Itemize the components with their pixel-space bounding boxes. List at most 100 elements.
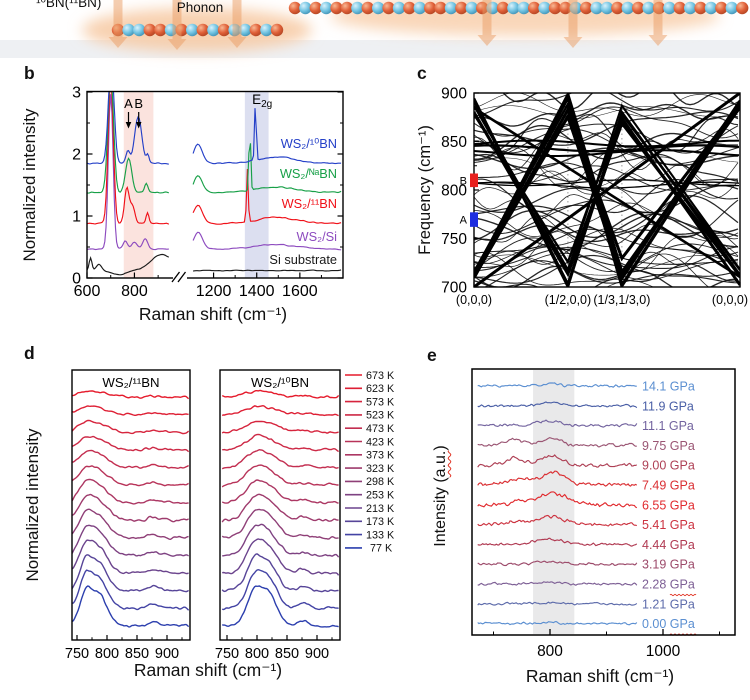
spectrum-curve <box>87 91 169 165</box>
spectrum-curve <box>72 585 190 628</box>
legend-label: 298 K <box>366 476 395 488</box>
spectrum-curve <box>72 405 189 416</box>
spectrum-curve <box>477 581 638 586</box>
phonon-bands <box>474 93 740 287</box>
spectrum-curve <box>477 560 638 567</box>
x-tick-label: 1400 <box>239 283 275 300</box>
panel-b-xlabel: Raman shift (cm⁻¹) <box>138 304 288 324</box>
legend-label: 573 K <box>366 396 395 408</box>
shaded-band <box>244 91 269 278</box>
x-tick-label: 800 <box>245 646 269 662</box>
x-tick-label: 800 <box>537 643 563 660</box>
y-tick-label: 1 <box>72 209 81 226</box>
spectrum-curve <box>222 523 340 558</box>
spectrum-curve <box>192 108 342 165</box>
curve-label: WS₂/¹⁰BN <box>281 136 337 151</box>
phonon-arrow-icon <box>167 0 187 50</box>
y-tick-label: 850 <box>441 134 467 151</box>
panel-b-plot: Si substrate WS₂/Si WS₂/¹¹BN WS₂/ᴺᵃBN WS₂/¹⁰… <box>72 85 344 300</box>
x-tick-label: 750 <box>65 646 89 662</box>
y-tick-label: 2 <box>72 147 81 164</box>
x-tick-label: 800 <box>95 646 119 662</box>
pressure-label: 5.41 GPa <box>642 518 695 532</box>
spectrum-curve <box>477 514 637 527</box>
x-tick-label: 1200 <box>196 283 232 300</box>
pressure-label: 11.9 GPa <box>642 399 694 413</box>
plot-frame <box>471 368 736 636</box>
pressure-label: 1.21 GPa <box>642 597 695 611</box>
phonon-label: Phonon <box>176 0 224 15</box>
pressure-label: 9.00 GPa <box>642 459 695 473</box>
y-tick-label: 3 <box>72 85 81 102</box>
spectrum-curve <box>72 569 190 611</box>
panel-d-letter: d <box>24 343 35 363</box>
legend-label: 133 K <box>366 529 395 541</box>
spectrum-curve <box>72 524 189 557</box>
pressure-label: 9.75 GPa <box>642 439 695 453</box>
y-tick-label: 750 <box>441 231 467 248</box>
panel-e-curves <box>477 382 638 626</box>
y-tick-label: 900 <box>441 86 467 103</box>
x-tick-label: 1600 <box>282 283 318 300</box>
subplot-title: WS₂/¹⁰BN <box>251 375 309 390</box>
pressure-label: 6.55 GPa <box>642 498 695 512</box>
panel-e-letter: e <box>427 345 437 365</box>
spectrum-curve <box>221 493 339 523</box>
panel-e-ylabel-pre: Intensity ( <box>432 477 449 547</box>
legend-label: 423 K <box>366 436 395 448</box>
spectrum-curve <box>72 419 190 435</box>
spectrum-curve <box>87 91 170 225</box>
spectrum-curve <box>192 143 342 194</box>
spectrum-curve <box>221 479 339 505</box>
spectrum-curve <box>477 470 638 487</box>
panel-d-curves <box>221 389 340 628</box>
phonon-arrow-icon <box>227 0 247 48</box>
legend-label: 623 K <box>366 383 395 395</box>
x-tick-label: 850 <box>275 646 299 662</box>
panel-d-ylabel: Normalized intensity <box>23 428 42 582</box>
spectrum-curve <box>477 537 638 547</box>
mode-marker-label: A <box>460 215 468 227</box>
panel-d-xlabel: Raman shift (cm⁻¹) <box>133 660 283 680</box>
spectrum-curve <box>72 435 190 453</box>
y-tick-label: 0 <box>72 271 81 288</box>
legend-label: 373 K <box>366 450 395 462</box>
x-tick-label: 600 <box>74 283 101 300</box>
curve-label: WS₂/¹¹BN <box>282 196 337 211</box>
legend-label: 523 K <box>366 410 395 422</box>
legend-label: 77 K <box>370 543 393 555</box>
spectrum-curve <box>221 448 339 470</box>
shaded-band <box>533 370 575 634</box>
spectrum-curve <box>72 508 189 541</box>
spectrum-curve <box>192 269 342 272</box>
legend-label: 323 K <box>366 463 395 475</box>
x-tick-label: 850 <box>125 646 149 662</box>
panel-e-plot: 14.1 GPa 11.9 GPa 11.1 GPa 9.75 GPa 9.00 GPa… <box>471 368 736 660</box>
spectrum-curve <box>477 436 637 448</box>
spectrum-curve <box>72 390 190 400</box>
x-tick-label: 900 <box>155 646 179 662</box>
spectrum-curve <box>222 568 339 611</box>
x-tick-label: (1/2,0,0) <box>545 293 592 307</box>
phonon-illustration <box>0 0 750 58</box>
axis-break-icon <box>171 271 181 283</box>
isotope-chain-label: ¹⁰BN(¹¹BN) <box>36 0 102 10</box>
spectrum-curve <box>72 449 189 470</box>
x-tick-label: (0,0,0) <box>456 293 492 307</box>
spectrum-curve <box>221 404 339 417</box>
spectrum-curve <box>477 491 638 509</box>
x-tick-label: (0,0,0) <box>712 293 748 307</box>
x-tick-label: 800 <box>121 283 148 300</box>
panel-e-ylabel-post: ) <box>432 445 449 451</box>
legend-label: 253 K <box>366 490 395 502</box>
pressure-label: 2.28 GPa <box>642 578 695 592</box>
spectrum-curve <box>221 420 339 434</box>
pressure-label: 3.19 GPa <box>642 558 695 572</box>
panel-b-ylabel: Normalized intensity <box>20 108 39 262</box>
legend-label: 173 K <box>366 516 395 528</box>
spectrum-curve <box>87 253 170 276</box>
spectrum-curve <box>222 538 340 576</box>
peak-annotation: A <box>124 96 133 111</box>
